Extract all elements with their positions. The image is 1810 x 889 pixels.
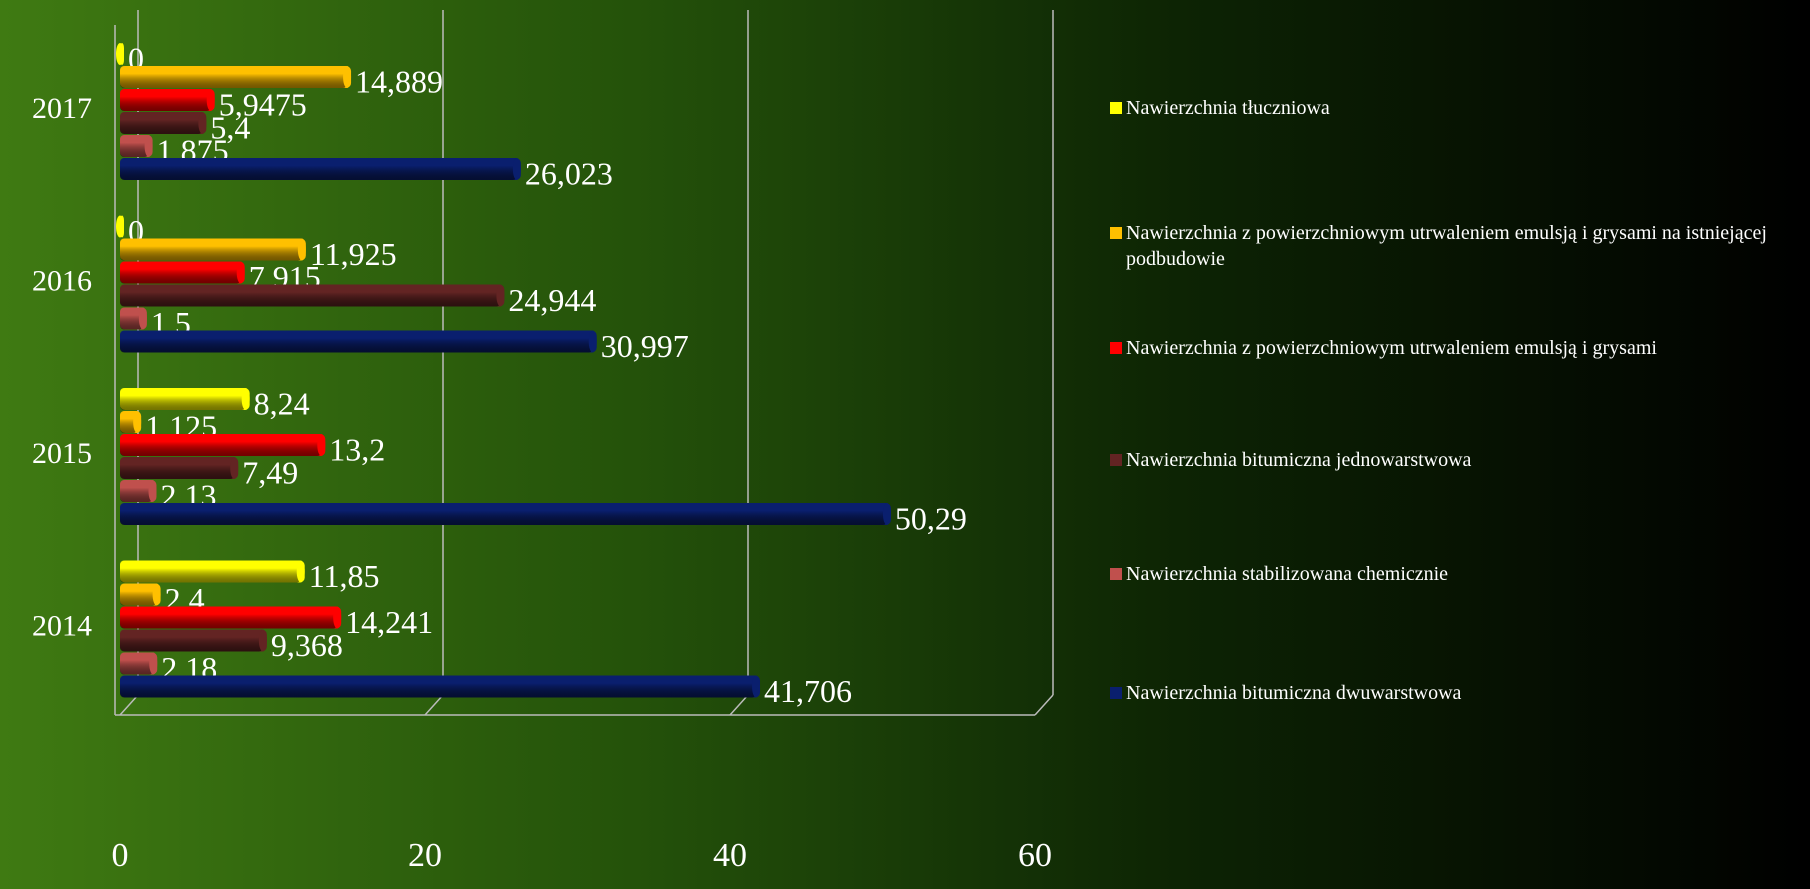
bar-cap [752, 675, 761, 698]
legend-item: Nawierzchnia z powierzchniowym utrwaleni… [1110, 335, 1800, 361]
legend-item: Nawierzchnia tłuczniowa [1110, 95, 1800, 121]
bar-cap [198, 112, 207, 134]
bar-cap [138, 307, 147, 330]
bar-cap [296, 560, 305, 583]
bar [120, 411, 138, 433]
value-label: 11,85 [309, 558, 380, 594]
bar-cap [588, 330, 597, 353]
bar [120, 135, 149, 157]
bar [120, 112, 203, 134]
bar-cap [241, 388, 250, 410]
bar [120, 158, 517, 180]
bar [120, 457, 235, 479]
legend-label: Nawierzchnia bitumiczna jednowarstwowa [1126, 449, 1472, 471]
bar-cap [144, 135, 153, 157]
bar [120, 503, 887, 525]
value-label: 5,9475 [219, 86, 307, 122]
legend-swatch [1110, 227, 1122, 239]
y-tick-label: 2017 [32, 92, 92, 125]
grid-floor [424, 694, 444, 716]
grid-floor [119, 694, 139, 716]
value-label: 26,023 [525, 155, 613, 191]
bar-cap [116, 215, 124, 238]
bar-cap [343, 66, 352, 88]
legend-label: Nawierzchnia bitumiczna dwuwarstwowa [1126, 682, 1462, 704]
legend-swatch [1110, 454, 1122, 466]
value-label: 41,706 [764, 673, 852, 709]
bar-cap [512, 158, 521, 180]
bar [120, 434, 322, 456]
bar [120, 606, 338, 629]
y-tick-label: 2015 [32, 437, 92, 470]
bar [120, 629, 263, 652]
value-label: 24,944 [508, 282, 596, 318]
bar-cap [317, 434, 326, 456]
legend-label: Nawierzchnia z powierzchniowym utrwaleni… [1126, 337, 1657, 359]
legend-item: Nawierzchnia bitumiczna dwuwarstwowa [1110, 680, 1800, 706]
value-label: 14,241 [345, 604, 433, 640]
bar-cap [152, 583, 161, 606]
legend-swatch [1110, 687, 1122, 699]
legend-swatch [1110, 102, 1122, 114]
legend-swatch [1110, 568, 1122, 580]
bar [120, 66, 348, 88]
bar-cap [148, 480, 157, 502]
legend-swatch [1110, 342, 1122, 354]
grid-floor [729, 694, 749, 716]
legend-item: Nawierzchnia bitumiczna jednowarstwowa [1110, 447, 1800, 473]
bar [120, 330, 593, 353]
bar [120, 560, 301, 583]
bar-cap [133, 411, 142, 433]
bar-cap [149, 652, 158, 675]
bar-cap [258, 629, 267, 652]
bar-cap [206, 89, 215, 111]
bar [120, 583, 157, 606]
bar-cap [116, 43, 124, 65]
legend-item: Nawierzchnia stabilizowana chemicznie [1110, 561, 1800, 587]
bar-cap [230, 457, 239, 479]
bar-cap [297, 238, 306, 261]
value-label: 50,29 [895, 500, 967, 536]
value-label: 30,997 [601, 328, 689, 364]
value-label: 5,4 [210, 109, 250, 145]
x-tick-label: 0 [112, 837, 129, 874]
grid-floor [1034, 694, 1054, 716]
bar [120, 480, 153, 502]
value-label: 14,889 [355, 63, 443, 99]
value-label: 8,24 [254, 385, 310, 421]
bar-cap [236, 261, 245, 284]
bar [120, 307, 143, 330]
bar [120, 284, 501, 307]
x-tick-label: 40 [713, 837, 747, 874]
bar [120, 652, 154, 675]
legend-item: Nawierzchnia z powierzchniowym utrwaleni… [1110, 220, 1800, 272]
bar-cap [333, 606, 342, 629]
bar [120, 261, 241, 284]
value-label: 9,368 [271, 627, 343, 663]
bar [120, 238, 302, 261]
x-tick-label: 60 [1018, 837, 1052, 874]
bar [120, 388, 246, 410]
x-tick-label: 20 [408, 837, 442, 874]
value-label: 13,2 [329, 431, 385, 467]
bar-cap [496, 284, 505, 307]
bar [120, 89, 211, 111]
legend-label: Nawierzchnia tłuczniowa [1126, 97, 1330, 119]
y-tick-label: 2014 [32, 610, 92, 643]
value-label: 7,49 [242, 454, 298, 490]
y-tick-label: 2016 [32, 265, 92, 298]
bar-cap [882, 503, 891, 525]
legend-label: Nawierzchnia z powierzchniowym utrwaleni… [1126, 222, 1767, 270]
value-label: 11,925 [310, 236, 397, 272]
legend-label: Nawierzchnia stabilizowana chemicznie [1126, 563, 1449, 585]
bar [120, 675, 757, 698]
